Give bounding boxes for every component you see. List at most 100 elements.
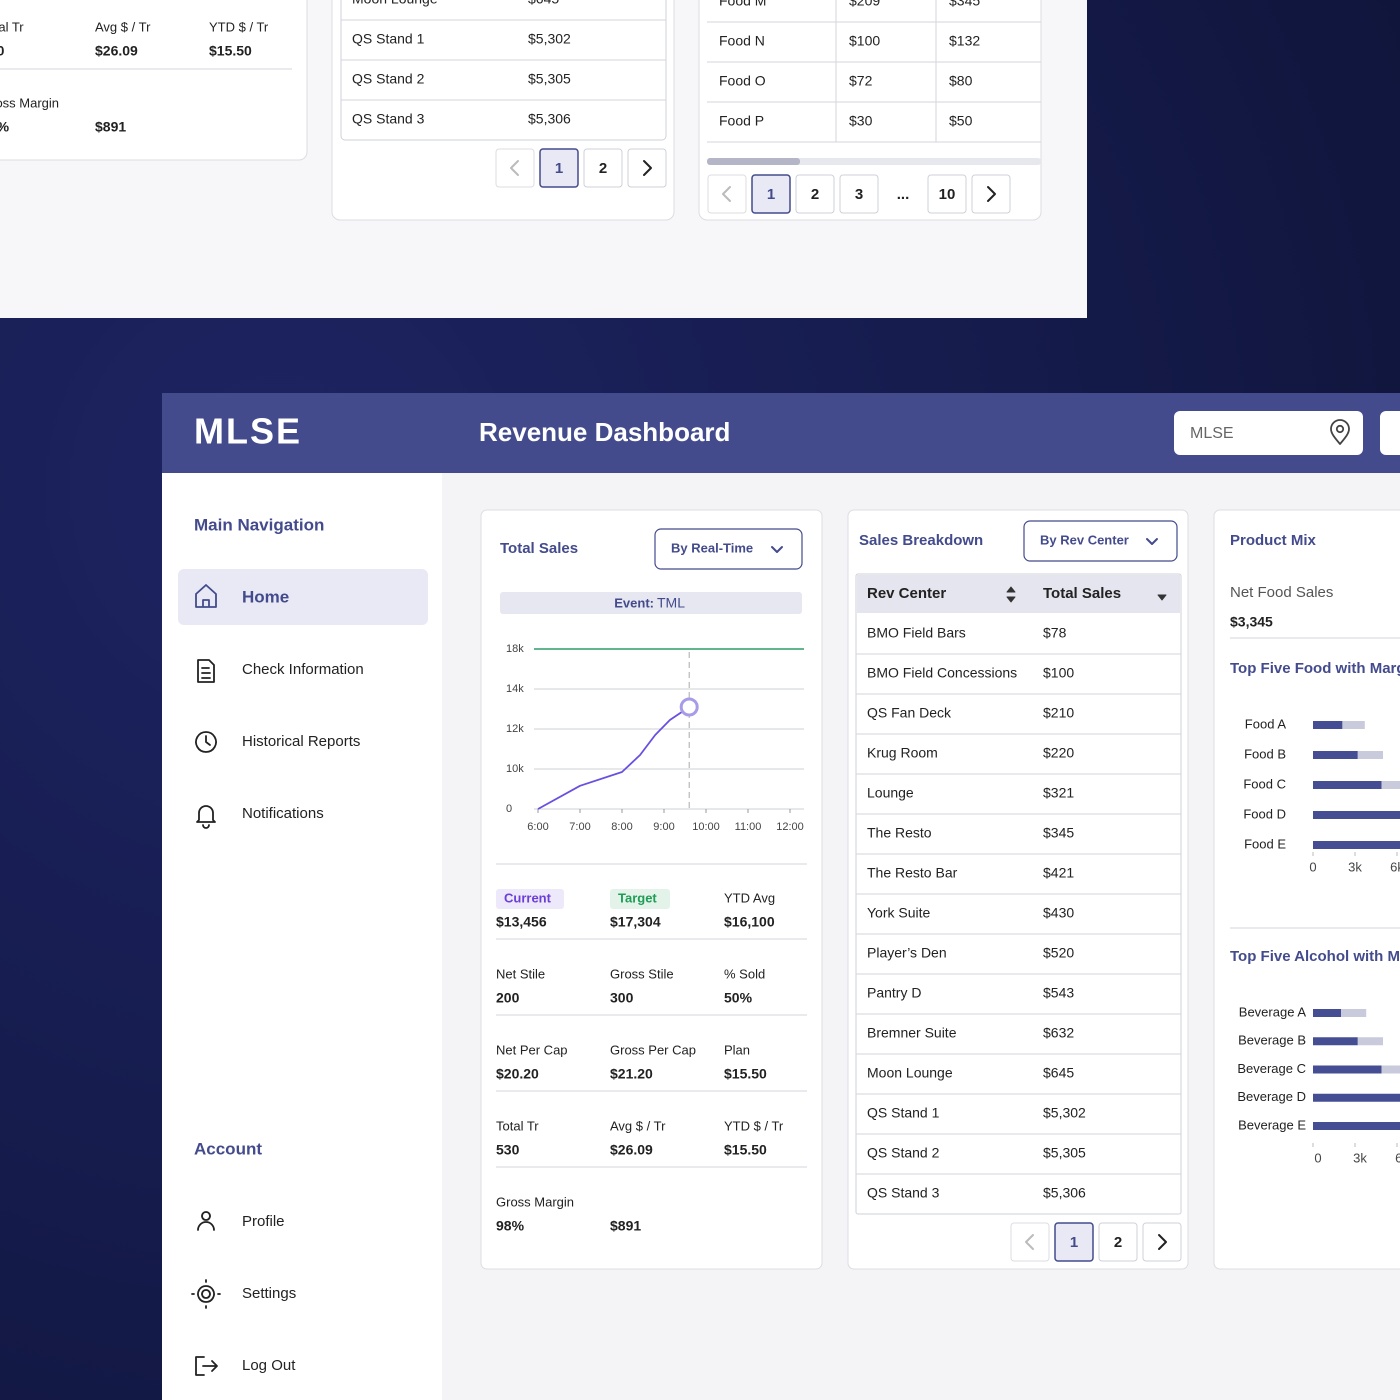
label: $72 (849, 73, 873, 89)
label: The Resto (867, 825, 932, 841)
page-button[interactable] (1098, 1222, 1138, 1262)
nav-heading: Main Navigation (194, 515, 324, 534)
x-tick-label: 9:00 (653, 821, 674, 833)
dropdown[interactable] (654, 528, 803, 570)
page-button[interactable] (1054, 1222, 1094, 1262)
label: Food P (719, 113, 764, 129)
bar-segment (1313, 1122, 1400, 1130)
column-header[interactable]: Total Sales (1043, 585, 1121, 602)
x-tick-label: 7:00 (569, 821, 590, 833)
stat-value: 530 (496, 1142, 520, 1158)
bar-segment (1313, 781, 1382, 789)
label: 530 (0, 43, 5, 59)
badge-label: Target (618, 890, 657, 905)
x-tick-label: 3k (1348, 859, 1362, 874)
label: Plan (724, 1042, 750, 1057)
label: Net Stile (496, 966, 545, 981)
prev-button[interactable] (1010, 1222, 1050, 1262)
label: Krug Room (867, 745, 938, 761)
x-tick-label: 3k (1353, 1150, 1367, 1165)
label: % Sold (724, 966, 765, 981)
category-label: Food B (1244, 746, 1286, 761)
page-button[interactable] (927, 174, 967, 214)
category-label: Food A (1245, 716, 1287, 731)
sort-icon (1157, 594, 1167, 601)
label: QS Stand 1 (867, 1105, 940, 1121)
bar-segment (1313, 1009, 1341, 1017)
page-number[interactable]: 1 (1070, 1234, 1078, 1251)
label: YTD $ / Tr (209, 19, 269, 34)
x-tick-label: 6k (1395, 1150, 1400, 1165)
nav-icon (197, 1211, 215, 1231)
label: $430 (1043, 905, 1074, 921)
label: Net Per Cap (496, 1042, 568, 1057)
category-label: Food C (1243, 776, 1286, 791)
page-button[interactable] (839, 174, 879, 214)
label: Total Tr (0, 19, 24, 34)
page-number[interactable]: 2 (811, 186, 819, 203)
label: Total Tr (496, 1118, 539, 1133)
page-number[interactable]: 10 (939, 186, 956, 203)
label: The Resto Bar (867, 865, 958, 881)
select-box[interactable] (1380, 411, 1400, 455)
dropdown-label[interactable]: By Real-Time (671, 540, 753, 555)
page-number[interactable]: 2 (1114, 1234, 1122, 1251)
nav-item[interactable]: Historical Reports (242, 733, 360, 750)
stat-value: $21.20 (610, 1066, 653, 1082)
next-button[interactable] (1142, 1222, 1182, 1262)
nav-item[interactable]: Profile (242, 1213, 285, 1230)
label: $100 (849, 33, 880, 49)
nav-item[interactable]: Settings (242, 1285, 296, 1302)
page-number[interactable]: 1 (555, 160, 563, 177)
x-tick-label: 0 (1309, 859, 1316, 874)
page-number[interactable]: 1 (767, 186, 775, 203)
x-tick-label: 12:00 (776, 821, 804, 833)
label: $100 (1043, 665, 1074, 681)
x-tick-label: 0 (1314, 1150, 1321, 1165)
page-button[interactable] (583, 148, 623, 188)
x-tick-label: 11:00 (735, 821, 762, 833)
nav-item[interactable]: Home (242, 587, 289, 606)
prev-button[interactable] (495, 148, 535, 188)
next-button[interactable] (627, 148, 667, 188)
nav-item[interactable]: Check Information (242, 661, 364, 678)
page-number[interactable]: 3 (855, 186, 863, 203)
label: $520 (1043, 945, 1074, 961)
label: $632 (1043, 1025, 1074, 1041)
dropdown[interactable] (1023, 520, 1178, 562)
chevron (1025, 1234, 1034, 1250)
page-button[interactable] (795, 174, 835, 214)
card-title: Total Sales (500, 540, 578, 557)
label: Pantry D (867, 985, 921, 1001)
table-header (857, 575, 1180, 613)
card-title: Product Mix (1230, 532, 1316, 549)
nav-item[interactable]: Log Out (242, 1357, 296, 1374)
nav-item[interactable]: Notifications (242, 805, 324, 822)
card-title: Sales Breakdown (859, 532, 983, 549)
nav-active[interactable] (178, 569, 428, 625)
next-button[interactable] (971, 174, 1011, 214)
page-title: Revenue Dashboard (479, 417, 730, 447)
label: Moon Lounge (352, 0, 438, 7)
page-number[interactable]: ... (897, 186, 910, 203)
stat-value: $16,100 (724, 914, 775, 930)
label: QS Stand 1 (352, 31, 425, 47)
location-select[interactable] (1174, 411, 1363, 455)
dropdown-label[interactable]: By Rev Center (1040, 532, 1129, 547)
column-header[interactable]: Rev Center (867, 585, 946, 602)
chevron (1158, 1234, 1167, 1250)
stat-value: $15.50 (724, 1066, 767, 1082)
label: $26.09 (95, 43, 138, 59)
page-number[interactable]: 2 (599, 160, 607, 177)
bar-segment (1313, 811, 1400, 819)
label: $5,306 (528, 111, 571, 127)
prev-button[interactable] (707, 174, 747, 214)
bar-segment (1341, 1009, 1367, 1017)
category-label: Beverage A (1239, 1004, 1307, 1019)
scrollbar-thumb[interactable] (707, 158, 800, 165)
page-button[interactable] (751, 174, 791, 214)
page-button[interactable] (539, 148, 579, 188)
chevron (1146, 538, 1158, 545)
label: Lounge (867, 785, 914, 801)
label: Bremner Suite (867, 1025, 957, 1041)
